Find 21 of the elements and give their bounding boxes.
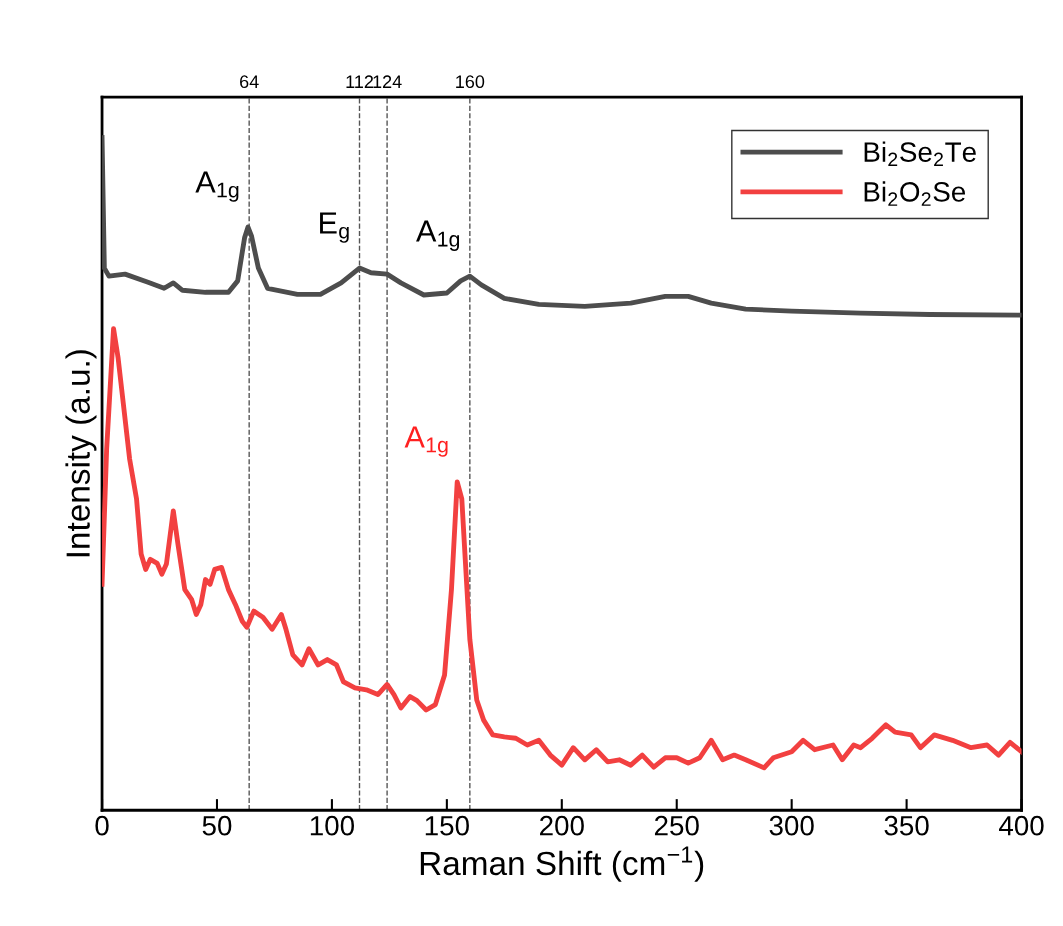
annotation: A$_{1g}$ <box>404 426 448 457</box>
legend-label: Bi$_{2}$O$_{2}$Se <box>864 181 966 206</box>
x-tick-label: 50 <box>202 815 232 836</box>
x2-tick-label: 64 <box>240 75 259 89</box>
x-tick-label: 200 <box>540 815 584 836</box>
x-tick-label: 0 <box>95 815 109 836</box>
annotation: E$_{g}$ <box>320 212 349 243</box>
annotation: A$_{1g}$ <box>195 171 239 202</box>
x2-tick-label: 124 <box>373 75 402 88</box>
x2-tick-label: 112 <box>346 75 373 88</box>
x-tick-label: 350 <box>884 815 929 836</box>
annotation: A$_{1g}$ <box>416 220 460 251</box>
legend-label: Bi$_{2}$Se$_{2}$Te <box>864 141 976 167</box>
y-axis-title: Intensity (a.u.) <box>65 350 97 557</box>
x-tick-label: 400 <box>999 815 1044 836</box>
x2-tick-label: 160 <box>456 75 485 89</box>
x-tick-label: 300 <box>769 815 814 836</box>
x-axis-title: Raman Shift (cm$^{−1}$) <box>420 846 704 882</box>
x-tick-label: 100 <box>310 815 355 836</box>
x-tick-label: 150 <box>425 815 469 836</box>
x-tick-label: 250 <box>654 815 699 836</box>
